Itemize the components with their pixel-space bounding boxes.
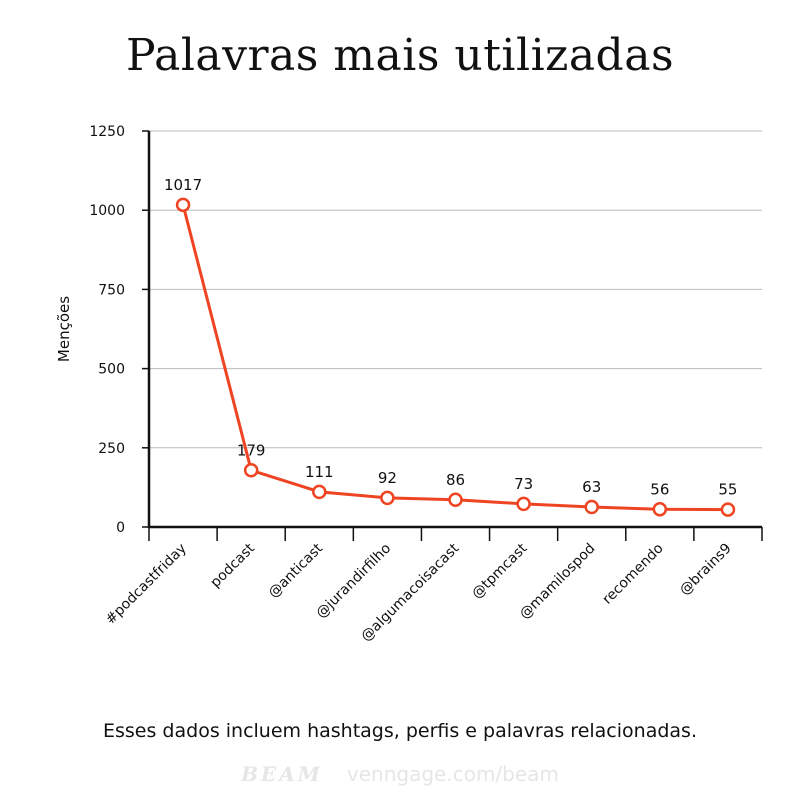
footer-brand-logo: BEAM — [241, 762, 323, 786]
grid-lines — [149, 130, 762, 449]
data-label: 55 — [718, 481, 737, 499]
x-tick-label: @tpmcast — [469, 540, 531, 602]
data-point — [652, 502, 668, 517]
data-label: 56 — [650, 480, 669, 498]
y-tick-labels: 0 250 500 750 1000 1250 — [89, 124, 125, 536]
data-point — [720, 502, 736, 517]
x-tick-labels: #podcastfriday podcast @anticast@jurandirf… — [103, 540, 735, 645]
y-axis-title: Menções — [55, 296, 73, 362]
x-tick-label: #podcastfriday — [103, 541, 190, 628]
data-label: 92 — [378, 469, 397, 487]
data-label: 63 — [582, 478, 601, 496]
data-point — [243, 463, 259, 478]
data-points — [175, 197, 736, 517]
x-tick-label: @brains9 — [677, 541, 735, 599]
y-tick-label: 500 — [98, 362, 125, 378]
data-label: 73 — [514, 475, 533, 493]
data-point — [516, 496, 531, 512]
data-label: 1017 — [164, 176, 202, 194]
y-tick-label: 250 — [98, 441, 125, 457]
data-point — [312, 484, 327, 500]
axes — [142, 130, 763, 541]
y-tick-label: 750 — [98, 282, 125, 298]
data-point — [448, 492, 463, 508]
series-line-group — [181, 204, 728, 512]
chart-title: Palavras mais utilizadas — [125, 30, 675, 81]
footer: BEAM venngage.com/beam — [0, 762, 800, 786]
series-line — [181, 204, 728, 512]
x-tick-label: @anticast — [265, 540, 326, 601]
x-tick-label: podcast — [208, 540, 259, 591]
y-tick-label: 0 — [116, 520, 125, 536]
data-point — [175, 197, 191, 213]
y-tick-label: 1250 — [89, 124, 125, 140]
data-point — [584, 499, 599, 515]
data-label: 111 — [305, 463, 334, 481]
data-label: 179 — [237, 441, 266, 459]
data-labels: 1017 179 111 92 86 73 63 56 55 — [164, 176, 738, 499]
y-tick-label: 1000 — [89, 203, 125, 219]
x-tick-label: recomendo — [600, 541, 667, 608]
data-label: 86 — [446, 471, 465, 489]
caption: Esses dados incluem hashtags, perfis e p… — [103, 720, 697, 742]
data-point — [380, 490, 395, 506]
footer-source: venngage.com/beam — [346, 762, 559, 786]
